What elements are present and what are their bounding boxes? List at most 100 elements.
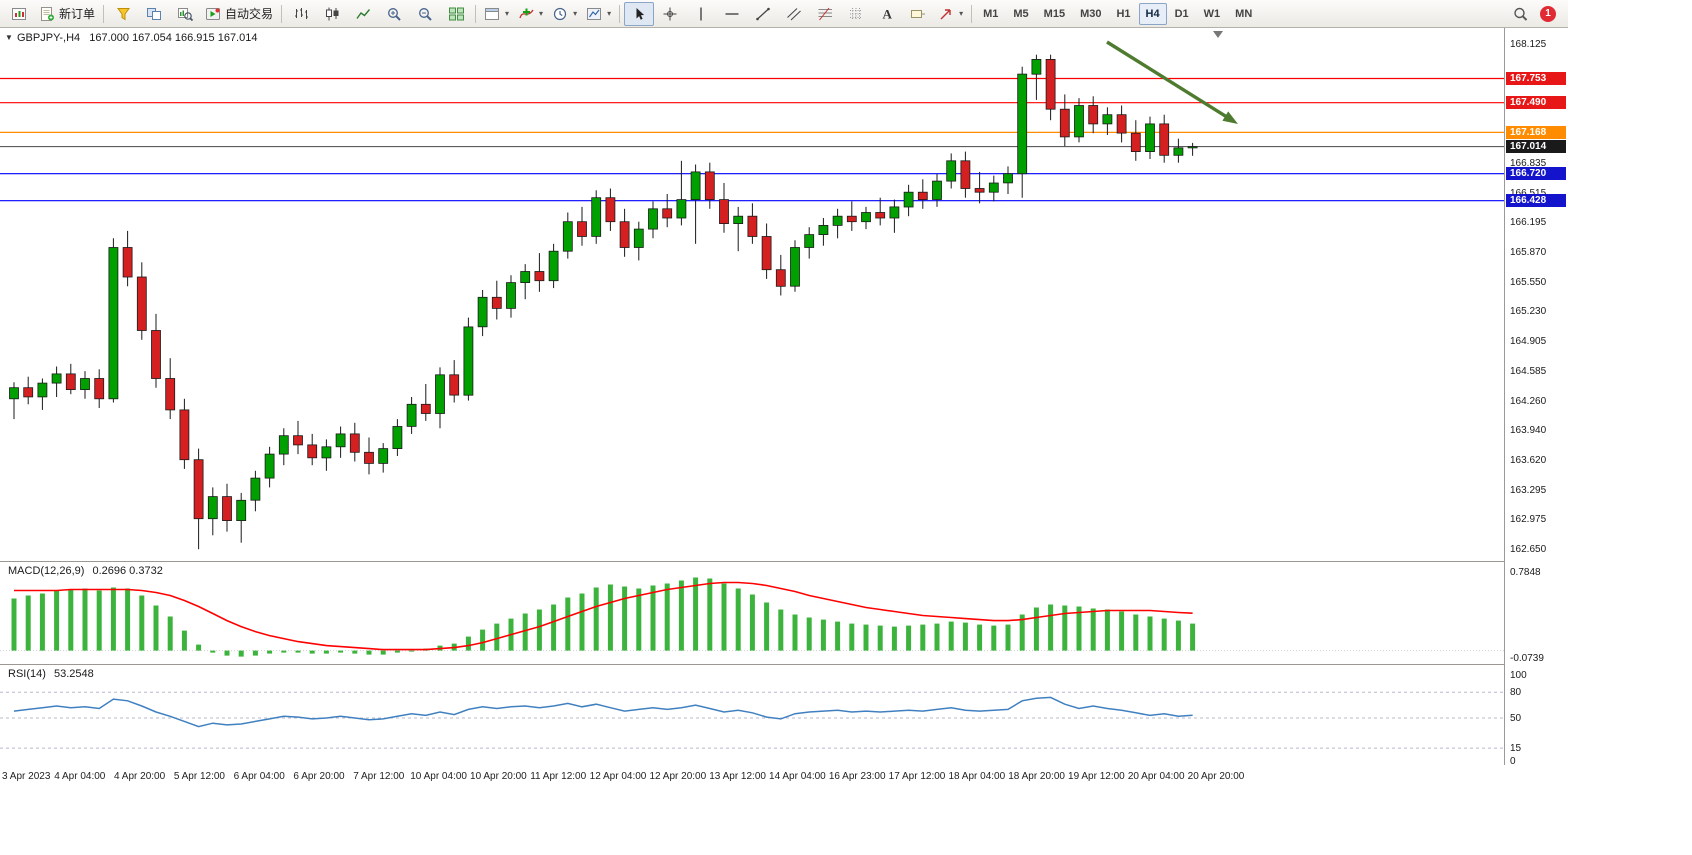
timeframe-mn-button[interactable]: MN [1235, 7, 1253, 20]
candle [1059, 108, 1070, 138]
trendline-tool-button[interactable] [748, 2, 778, 26]
new-order-icon [39, 6, 56, 22]
axis-price-label: 0 [1510, 756, 1516, 767]
timeframe-m1-button[interactable]: M1 [983, 7, 999, 20]
candle [108, 247, 119, 400]
arrows-tool-button[interactable]: ▾ [934, 2, 967, 26]
horizontal-line-tool-button[interactable] [717, 2, 747, 26]
timeframe-h1-button[interactable]: H1 [1116, 7, 1131, 20]
candle [719, 199, 729, 225]
new-window-button[interactable]: ▾ [480, 2, 513, 26]
market-watch-button[interactable] [170, 2, 200, 26]
caret-down-icon: ▾ [573, 9, 578, 18]
axis-price-label: 0.7848 [1510, 567, 1541, 578]
macd-values: 0.2696 0.3732 [92, 565, 163, 577]
tile-windows-button[interactable] [441, 2, 471, 26]
notification-badge[interactable]: 1 [1540, 5, 1556, 22]
rsi-indicator-label: RSI(14) 53.2548 [8, 668, 94, 680]
candle-chart-mode-button[interactable] [317, 2, 347, 26]
panel-splitter[interactable] [0, 561, 1568, 562]
chart-symbol-period: GBPJPY-,H4 [17, 32, 81, 44]
candle [577, 221, 587, 237]
tile-windows-icon [448, 6, 465, 22]
time-axis-label: 20 Apr 20:00 [1187, 771, 1245, 782]
time-axis-label: 6 Apr 04:00 [233, 771, 285, 782]
candle [633, 228, 644, 248]
candle [605, 197, 616, 223]
label-tool-button[interactable] [903, 2, 933, 26]
search-icon [1512, 6, 1529, 22]
toolbar-separator [619, 4, 621, 23]
time-axis-label: 4 Apr 20:00 [114, 771, 166, 782]
vertical-line-tool-button[interactable] [686, 2, 716, 26]
candle [988, 182, 999, 193]
candle [903, 191, 914, 208]
time-axis[interactable]: 3 Apr 2023 4 Apr 04:00 4 Apr 20:00 5 Apr 12… [0, 765, 1568, 795]
candle [1074, 105, 1084, 138]
trend-arrow-annotation[interactable] [1106, 40, 1238, 124]
text-icon: A [879, 6, 896, 22]
indicators-button[interactable]: ▾ [514, 2, 547, 26]
candle [704, 171, 715, 200]
candle [477, 296, 488, 328]
bar-chart-mode-button[interactable] [286, 2, 316, 26]
alerts-button[interactable] [108, 2, 138, 26]
candle [37, 382, 48, 398]
svg-text:A: A [882, 6, 892, 21]
fibonacci-tool-button[interactable] [810, 2, 840, 26]
time-axis-label: 7 Apr 12:00 [353, 771, 405, 782]
new-chart-button[interactable] [4, 2, 34, 26]
price-axis[interactable]: 168.125 166.835 166.515 166.195 165.870 165.5… [1504, 28, 1569, 767]
fibonacci-icon [817, 6, 834, 22]
candle [1088, 105, 1099, 125]
axis-price-label: 164.905 [1510, 336, 1547, 348]
profiles-button[interactable] [139, 2, 169, 26]
time-axis-label: 12 Apr 20:00 [649, 771, 707, 782]
one-click-trading-toggle-icon[interactable]: ▼ [5, 33, 13, 42]
new-order-button[interactable]: 新订单 [35, 2, 99, 26]
zoom-out-button[interactable] [410, 2, 440, 26]
candle [889, 206, 900, 219]
axis-price-label: 80 [1510, 687, 1522, 699]
timeframe-m30-button[interactable]: M30 [1080, 7, 1102, 20]
price-chart-panel[interactable] [0, 28, 1504, 561]
trendline-icon [755, 6, 772, 22]
candle [151, 330, 161, 379]
candle [846, 215, 857, 223]
rsi-panel[interactable] [0, 665, 1504, 765]
channel-tool-button[interactable] [779, 2, 809, 26]
zoom-in-button[interactable] [379, 2, 409, 26]
timeframe-w1-button[interactable]: W1 [1203, 7, 1221, 20]
timeframe-m5-button[interactable]: M5 [1013, 7, 1029, 20]
new-order-label: 新订单 [59, 7, 96, 21]
search-button[interactable] [1505, 2, 1535, 26]
market-watch-icon [177, 6, 194, 22]
rsi-name: RSI(14) [8, 668, 46, 680]
autotrading-button[interactable]: 自动交易 [201, 2, 277, 26]
candle [960, 160, 971, 189]
text-tool-button[interactable]: A [872, 2, 902, 26]
chart-shift-marker-icon[interactable] [1213, 31, 1223, 38]
vline-icon [693, 6, 710, 22]
autotrading-label: 自动交易 [225, 7, 274, 21]
timeframe-m15-button[interactable]: M15 [1043, 7, 1066, 20]
cursor-tool-button[interactable] [624, 1, 655, 26]
candle [506, 282, 516, 309]
timeframe-h4-button[interactable]: H4 [1138, 2, 1167, 25]
crosshair-tool-button[interactable] [655, 2, 685, 26]
templates-button[interactable]: ▾ [582, 2, 615, 26]
candle [619, 221, 630, 248]
line-chart-mode-button[interactable] [348, 2, 378, 26]
candle [165, 378, 176, 411]
grid-tool-button[interactable] [841, 2, 871, 26]
caret-down-icon: ▾ [539, 9, 544, 18]
axis-price-label: 100 [1510, 670, 1527, 681]
label-icon [910, 6, 927, 22]
macd-panel[interactable] [0, 562, 1504, 664]
timeframe-d1-button[interactable]: D1 [1174, 7, 1189, 20]
periods-menu-button[interactable]: ▾ [548, 2, 581, 26]
panel-splitter[interactable] [0, 664, 1568, 665]
candle [435, 374, 445, 414]
toolbar-separator [103, 4, 105, 23]
